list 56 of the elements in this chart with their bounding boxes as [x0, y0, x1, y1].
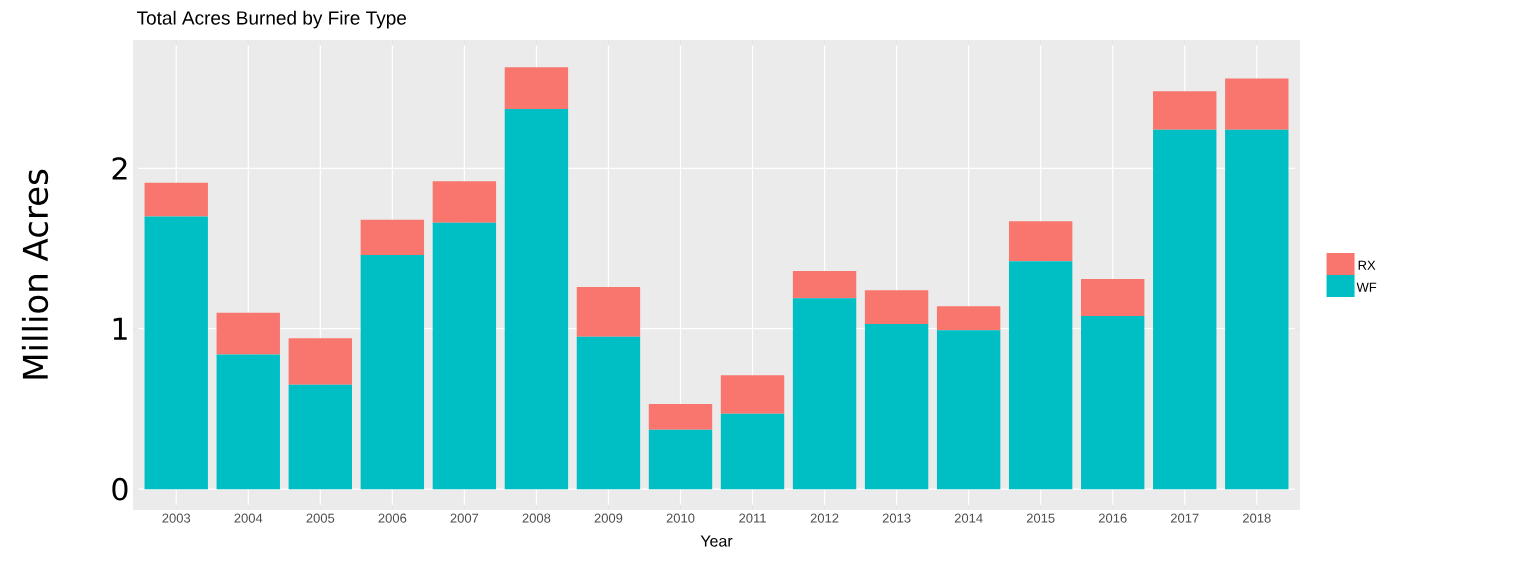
bar	[648, 429, 713, 490]
bar	[144, 216, 208, 490]
bar	[576, 336, 641, 490]
bar	[864, 290, 929, 324]
bar	[936, 306, 1001, 331]
bar	[720, 413, 785, 490]
bar	[360, 219, 425, 255]
chart-title: Total Acres Burned by Fire Type	[136, 10, 407, 29]
bar	[936, 330, 1001, 490]
x-tick-label: 2015	[1026, 513, 1055, 523]
x-tick-label: 2004	[234, 513, 263, 523]
bar	[1225, 129, 1289, 490]
bar	[216, 354, 280, 490]
bar	[432, 222, 497, 490]
x-tick-label: 2014	[954, 513, 983, 523]
y-tick-label: 0	[112, 477, 128, 501]
bar	[288, 338, 352, 385]
y-axis-title: Million Acres	[21, 169, 49, 379]
x-tick-label: 2013	[882, 513, 911, 523]
bar	[504, 67, 569, 109]
x-tick-label: 2016	[1098, 513, 1127, 523]
bar	[792, 298, 857, 490]
x-tick-label: 2018	[1242, 513, 1271, 523]
bar	[504, 108, 569, 490]
bar	[288, 384, 352, 490]
x-tick-label: 2006	[378, 513, 407, 523]
x-axis-title: Year	[700, 535, 733, 547]
bar	[864, 323, 929, 490]
x-tick-label: 2009	[594, 513, 623, 523]
bar	[720, 375, 785, 414]
bar	[1081, 279, 1145, 316]
bar	[144, 182, 208, 217]
y-tick-label: 1	[113, 317, 127, 340]
x-tick-label: 2007	[450, 513, 479, 523]
bar	[576, 287, 641, 337]
bar	[1008, 221, 1073, 262]
x-tick-label: 2005	[306, 513, 335, 523]
y-tick-label: 2	[112, 157, 127, 180]
bar	[1008, 261, 1073, 490]
bar	[432, 181, 497, 223]
legend-label: WF	[1356, 282, 1377, 292]
x-tick-label: 2011	[739, 513, 766, 523]
x-tick-label: 2010	[666, 513, 695, 523]
bar	[1225, 78, 1289, 130]
x-tick-label: 2008	[522, 513, 551, 523]
bar	[792, 270, 857, 299]
bar	[1153, 91, 1217, 130]
bar	[1081, 315, 1145, 490]
bar	[648, 404, 713, 430]
legend-label: RX	[1358, 260, 1376, 270]
bar	[1153, 129, 1217, 490]
x-tick-label: 2017	[1170, 513, 1199, 523]
bar	[360, 254, 425, 490]
x-tick-label: 2003	[162, 513, 191, 523]
x-tick-label: 2012	[810, 513, 839, 523]
bar	[216, 312, 280, 355]
